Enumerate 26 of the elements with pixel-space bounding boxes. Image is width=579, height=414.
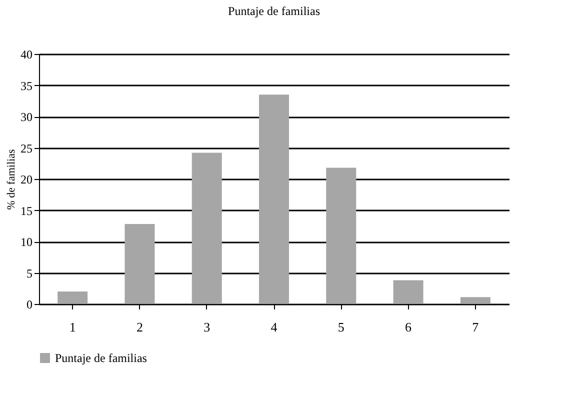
x-tick-label: 6 xyxy=(405,320,412,334)
y-tick-label: 0 xyxy=(26,298,32,312)
legend-label: Puntaje de familias xyxy=(55,351,148,365)
y-tick-label: 30 xyxy=(20,110,32,124)
x-tick-label: 2 xyxy=(136,320,143,334)
bar xyxy=(326,168,356,304)
y-tick-label: 15 xyxy=(20,204,32,218)
x-tick-label: 3 xyxy=(204,320,210,334)
chart-title: Puntaje de familias xyxy=(228,4,320,18)
bar xyxy=(259,94,289,304)
y-tick-label: 10 xyxy=(20,235,32,249)
x-tick-label: 7 xyxy=(472,320,480,334)
y-tick-label: 5 xyxy=(26,266,32,280)
bar xyxy=(192,152,222,304)
x-tick-label: 4 xyxy=(270,320,278,334)
y-axis-title: % de familias xyxy=(6,149,18,210)
y-tick-label: 25 xyxy=(20,141,32,156)
y-tick-label: 40 xyxy=(20,48,32,62)
bar xyxy=(124,224,155,304)
x-tick-label: 1 xyxy=(69,320,76,334)
y-tick-label: 20 xyxy=(20,172,32,186)
y-tick-label: 35 xyxy=(20,78,32,93)
bar xyxy=(460,297,490,304)
x-tick-label: 5 xyxy=(338,320,344,334)
bar xyxy=(393,280,424,304)
bar xyxy=(58,292,88,304)
